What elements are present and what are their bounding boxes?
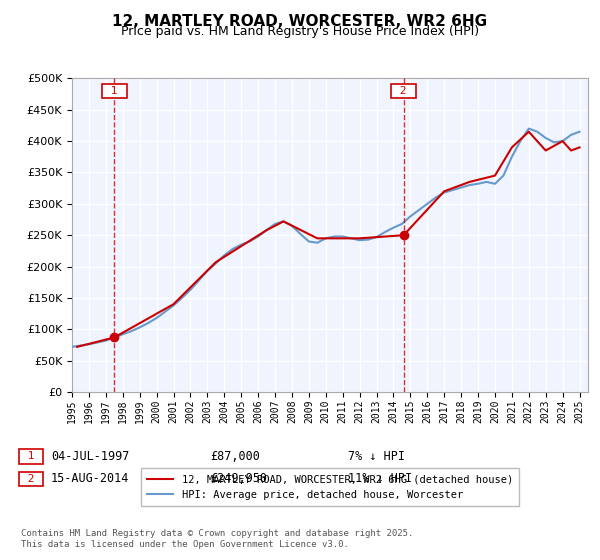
Text: 1: 1	[104, 86, 124, 96]
Text: Price paid vs. HM Land Registry's House Price Index (HPI): Price paid vs. HM Land Registry's House …	[121, 25, 479, 38]
Text: £249,950: £249,950	[210, 472, 267, 486]
Text: 04-JUL-1997: 04-JUL-1997	[51, 450, 130, 463]
Text: 11% ↓ HPI: 11% ↓ HPI	[348, 472, 412, 486]
Legend: 12, MARTLEY ROAD, WORCESTER, WR2 6HG (detached house), HPI: Average price, detac: 12, MARTLEY ROAD, WORCESTER, WR2 6HG (de…	[141, 468, 519, 506]
Text: Contains HM Land Registry data © Crown copyright and database right 2025.
This d: Contains HM Land Registry data © Crown c…	[21, 529, 413, 549]
Text: 7% ↓ HPI: 7% ↓ HPI	[348, 450, 405, 463]
Text: 2: 2	[394, 86, 414, 96]
Text: 2: 2	[21, 474, 41, 484]
Text: 1: 1	[21, 451, 41, 461]
Text: £87,000: £87,000	[210, 450, 260, 463]
Text: 15-AUG-2014: 15-AUG-2014	[51, 472, 130, 486]
Text: 12, MARTLEY ROAD, WORCESTER, WR2 6HG: 12, MARTLEY ROAD, WORCESTER, WR2 6HG	[112, 14, 488, 29]
